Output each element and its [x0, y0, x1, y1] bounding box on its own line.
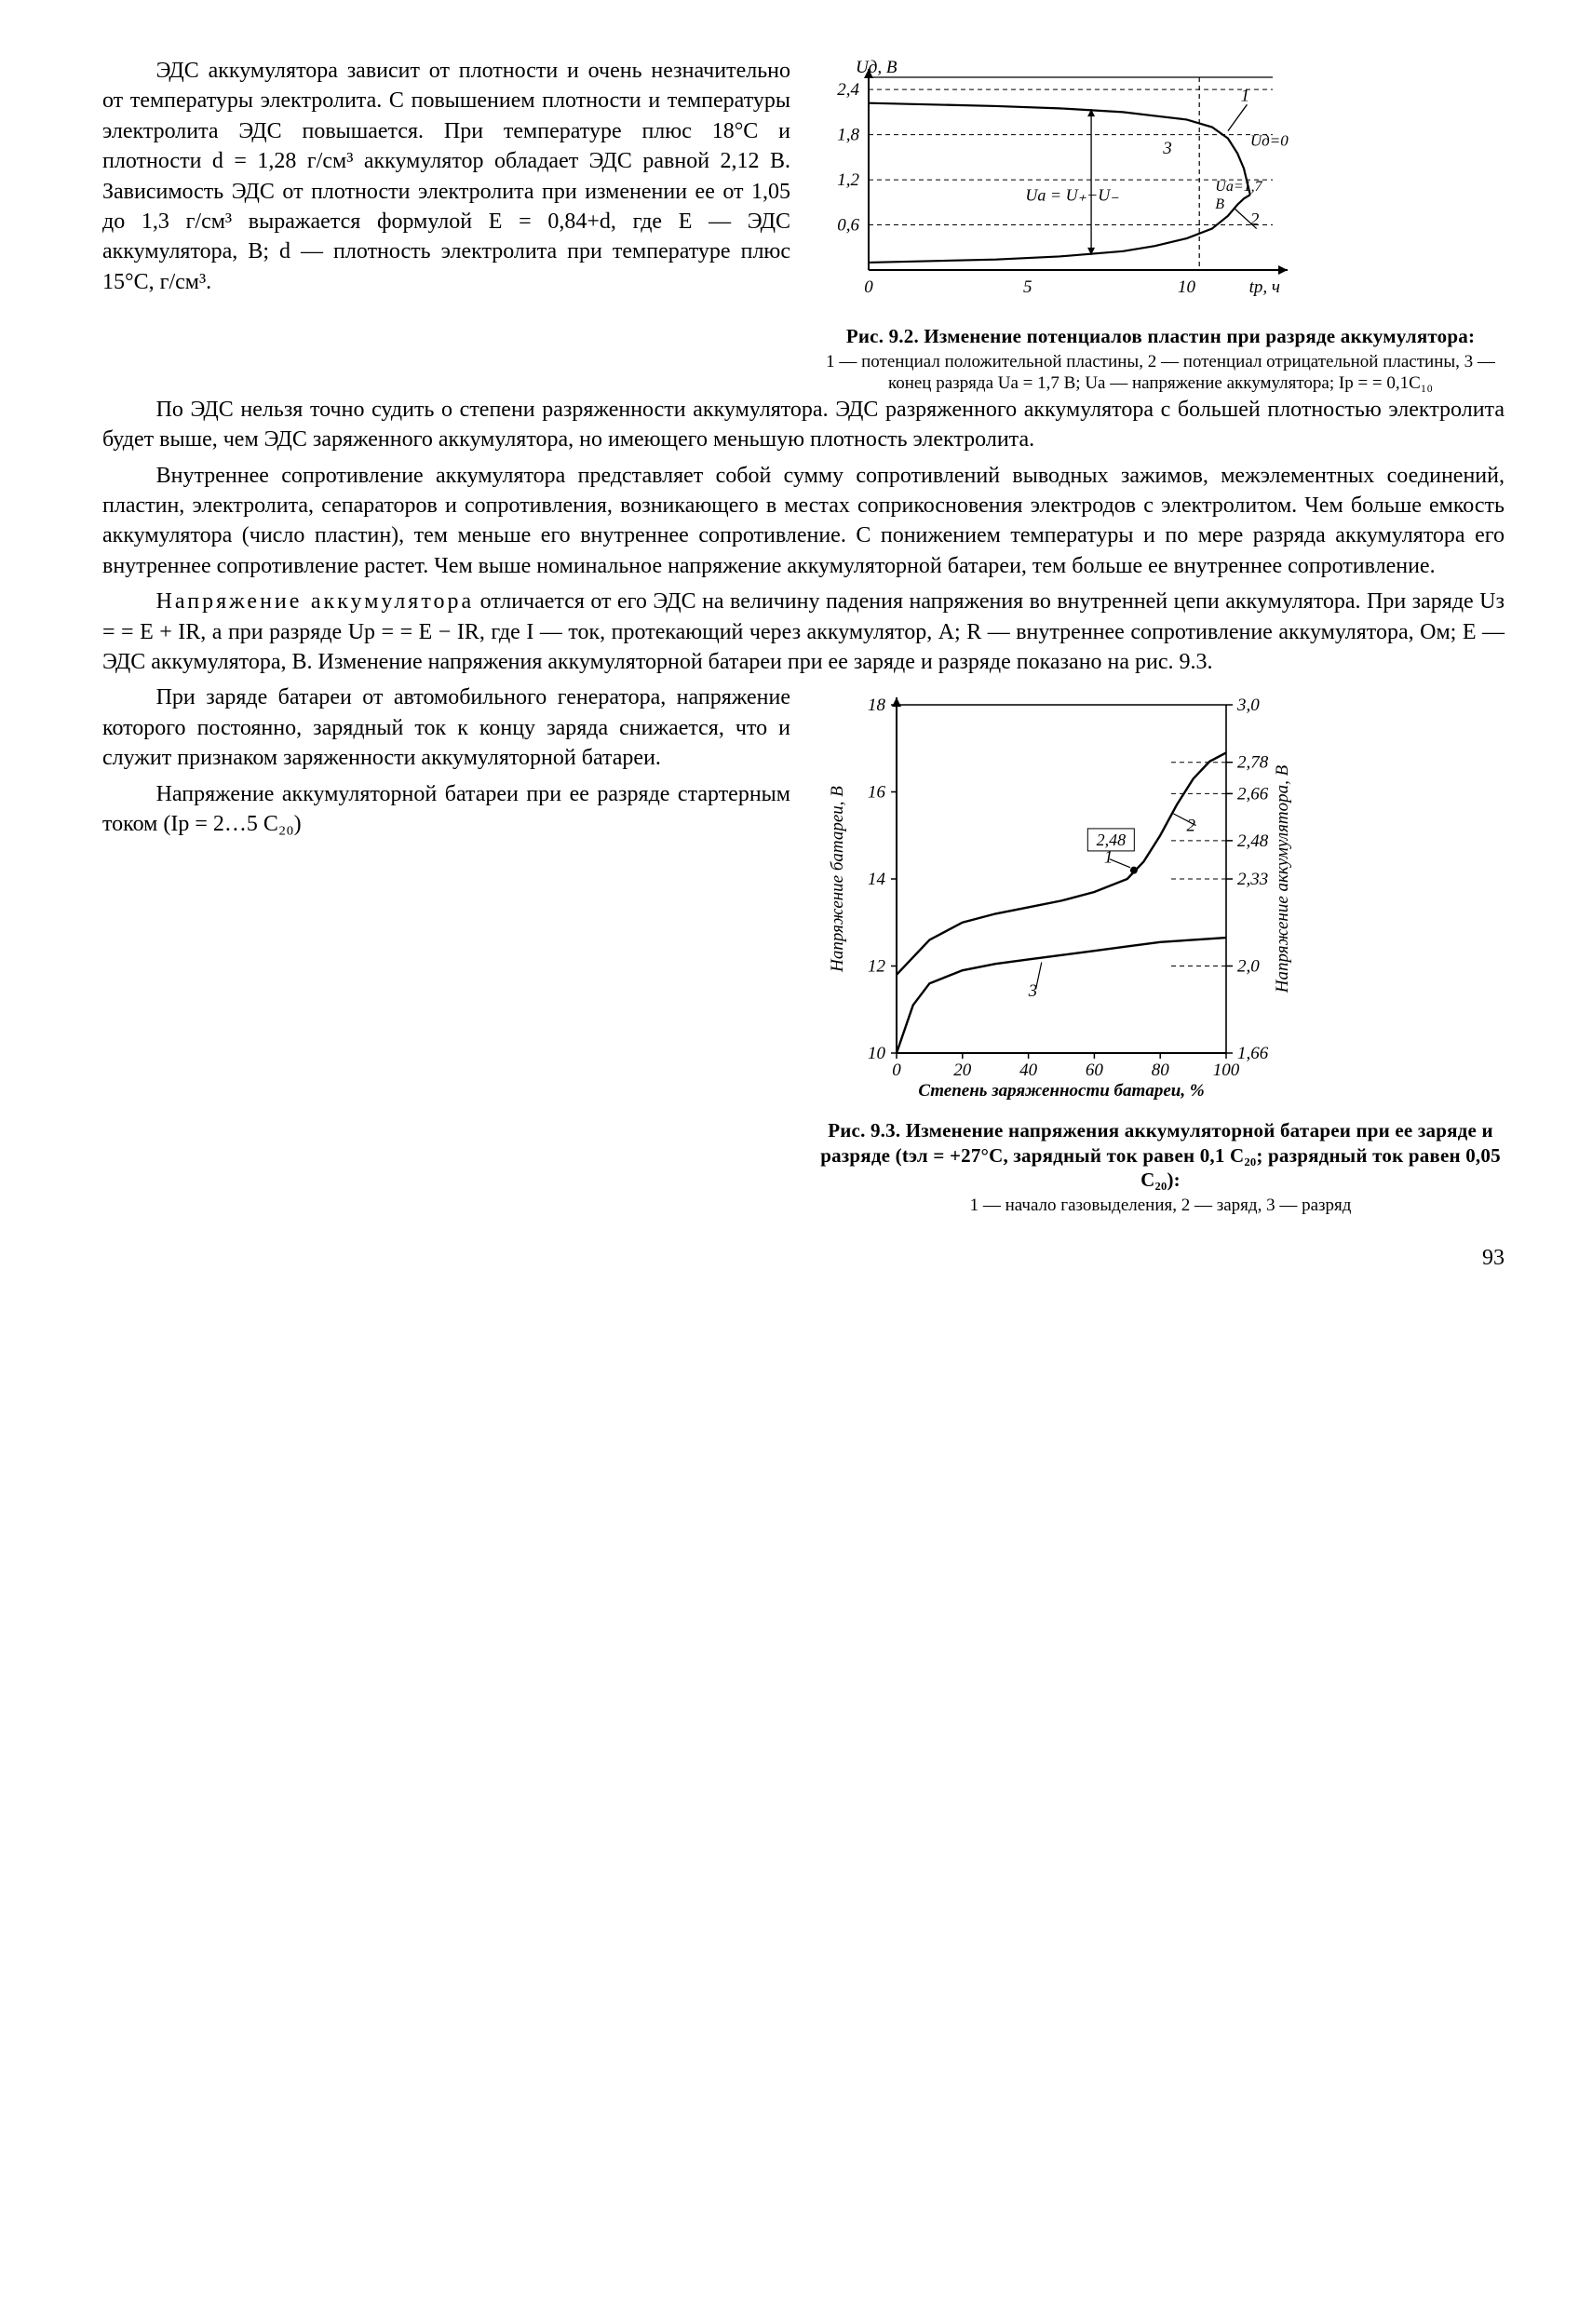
svg-text:10: 10 [868, 1044, 886, 1063]
svg-text:2: 2 [1187, 817, 1196, 836]
svg-text:3,0: 3,0 [1236, 696, 1260, 715]
figure-9-3-legend: 1 — начало газовыделения, 2 — заряд, 3 —… [816, 1196, 1505, 1217]
figure-9-2-caption: Рис. 9.2. Изменение потенциалов пластин … [816, 324, 1505, 348]
svg-text:80: 80 [1152, 1061, 1170, 1080]
svg-text:2,4: 2,4 [837, 80, 859, 100]
svg-text:0,6: 0,6 [837, 216, 859, 236]
svg-text:tр, ч: tр, ч [1249, 277, 1280, 297]
svg-text:100: 100 [1213, 1061, 1240, 1080]
figure-9-3-caption: Рис. 9.3. Изменение напряжения аккумулят… [816, 1118, 1505, 1192]
figure-9-2-chart: 0,61,21,82,40510Uд, Вtр, ч123Uа = U₊−U₋U… [816, 56, 1301, 317]
svg-text:40: 40 [1019, 1061, 1038, 1080]
svg-text:12: 12 [868, 957, 886, 977]
svg-text:Uа=1,7: Uа=1,7 [1215, 179, 1262, 195]
bottom-right: 10 12 14 16 18 0 20 40 60 80 1001,66 2,0 2,33 2,48 2,6… [816, 682, 1505, 1217]
paragraph-1: ЭДС аккумулятора зависит от плотности и … [102, 56, 790, 297]
svg-text:Uд=0: Uд=0 [1250, 132, 1289, 150]
col-right: 0,61,21,82,40510Uд, Вtр, ч123Uа = U₊−U₋U… [816, 56, 1505, 395]
svg-text:2,33: 2,33 [1237, 870, 1268, 889]
figure-9-3-chart: 10 12 14 16 18 0 20 40 60 80 1001,66 2,0 2,33 2,48 2,6… [816, 682, 1338, 1111]
svg-text:16: 16 [868, 783, 886, 803]
svg-text:3: 3 [1162, 139, 1172, 158]
paragraph-5: При заряде батареи от авто­мобильного ге… [102, 682, 790, 773]
svg-text:Напряжение батареи, В: Напряжение батареи, В [828, 786, 847, 973]
svg-text:20: 20 [953, 1061, 972, 1080]
paragraph-6: Напряжение аккумуляторной батареи при ее… [102, 779, 790, 840]
svg-text:1,66: 1,66 [1237, 1044, 1269, 1063]
bottom-section: При заряде батареи от авто­мобильного ге… [102, 682, 1505, 1217]
paragraph-4: Напряжение аккумулятора отличается от ег… [102, 587, 1505, 677]
svg-text:Напряжение аккумулятора, В: Напряжение аккумулятора, В [1273, 765, 1292, 994]
svg-text:3: 3 [1028, 982, 1038, 1002]
svg-text:Uа = U₊−U₋: Uа = U₊−U₋ [1025, 186, 1119, 205]
paragraph-3: Внутреннее сопротивление аккумулятора пр… [102, 461, 1505, 582]
svg-text:Степень заряженности батареи,: Степень заряженности батареи, % [918, 1081, 1204, 1101]
top-section: ЭДС аккумулятора зависит от плотности и … [102, 56, 1505, 395]
svg-text:60: 60 [1086, 1061, 1104, 1080]
svg-text:2,0: 2,0 [1237, 957, 1260, 977]
svg-text:1: 1 [1241, 86, 1250, 105]
svg-text:0: 0 [892, 1061, 901, 1080]
figure-9-2-legend: 1 — потенциал положительной пласти­ны, 2… [816, 352, 1505, 395]
col-left: ЭДС аккумулятора зависит от плотности и … [102, 56, 790, 395]
svg-text:В: В [1215, 196, 1224, 212]
paragraph-4-heading: Напряжение аккумулятора [156, 589, 475, 614]
svg-text:2,48: 2,48 [1097, 831, 1127, 849]
svg-text:Uд, В: Uд, В [856, 58, 897, 77]
svg-text:1,2: 1,2 [837, 170, 859, 190]
svg-text:2,78: 2,78 [1237, 753, 1269, 773]
svg-text:1,8: 1,8 [837, 126, 859, 145]
paragraph-2: По ЭДС нельзя точно судить о степени раз… [102, 395, 1505, 455]
svg-text:2,48: 2,48 [1237, 831, 1269, 851]
svg-text:10: 10 [1178, 277, 1196, 297]
bottom-left: При заряде батареи от авто­мобильного ге… [102, 682, 790, 1217]
svg-text:2,66: 2,66 [1237, 785, 1269, 804]
page-number: 93 [102, 1243, 1505, 1273]
svg-text:0: 0 [864, 277, 873, 297]
svg-text:18: 18 [868, 696, 886, 715]
svg-text:5: 5 [1023, 277, 1032, 297]
svg-text:14: 14 [868, 870, 886, 889]
